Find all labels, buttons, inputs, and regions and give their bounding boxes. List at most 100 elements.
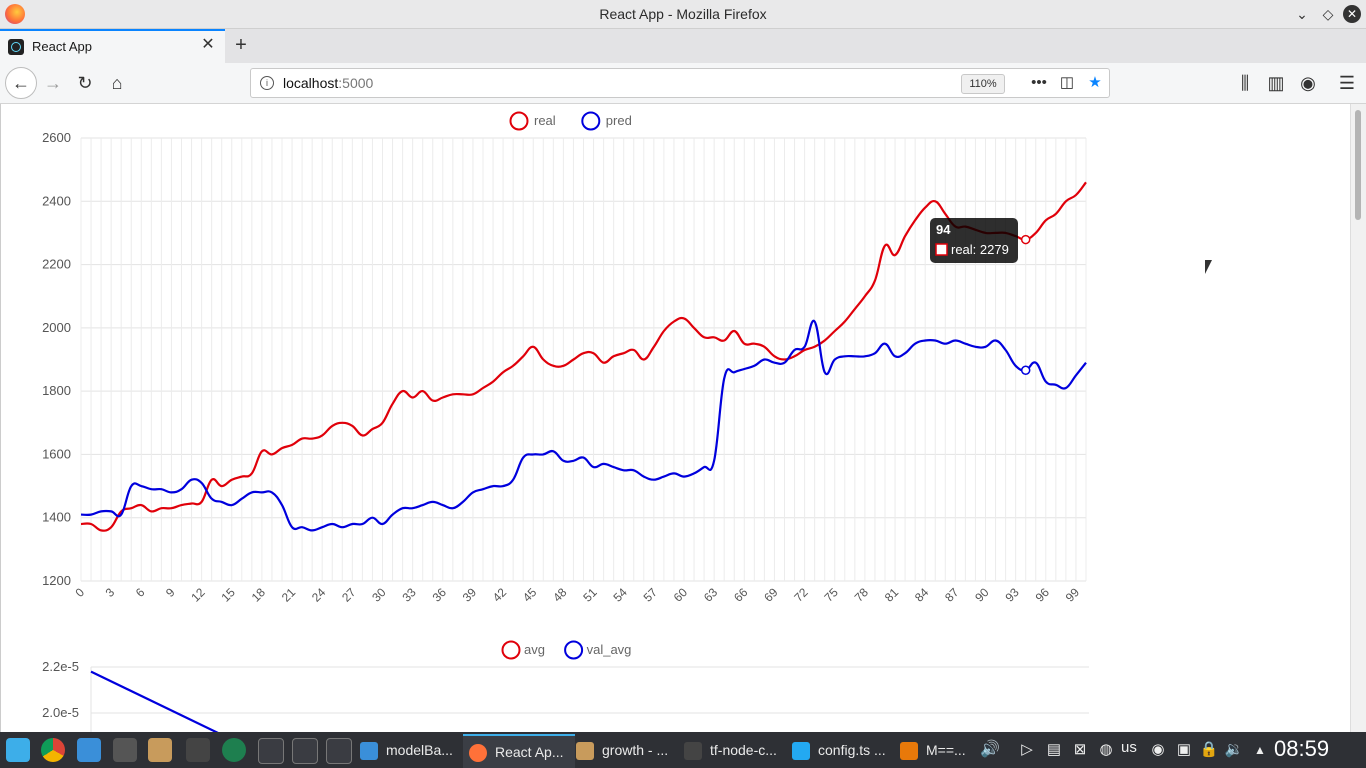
forward-icon[interactable]: → xyxy=(44,73,62,93)
document-icon-2[interactable] xyxy=(292,738,318,764)
x-tick-label: 90 xyxy=(972,585,992,605)
tab-label: React App xyxy=(32,39,92,54)
calculator-icon[interactable] xyxy=(113,738,137,762)
x-tick-label: 33 xyxy=(399,585,419,605)
x-tick-label: 0 xyxy=(72,585,87,600)
x-tick-label: 66 xyxy=(731,585,751,605)
speaker-icon[interactable]: 🔉 xyxy=(1224,741,1244,758)
task-react-app[interactable]: React Ap... xyxy=(463,734,575,768)
x-tick-label: 3 xyxy=(103,585,118,600)
y-tick-label: 1800 xyxy=(42,383,71,398)
url-bar[interactable]: i localhost:5000 110% ••• ◫ ★ xyxy=(250,68,1110,98)
menu-icon[interactable]: ☰ xyxy=(1338,73,1356,93)
bookmark-star-icon[interactable]: ★ xyxy=(1088,74,1102,91)
display-icon[interactable]: ▣ xyxy=(1176,741,1192,758)
series-line-pred xyxy=(80,319,1087,532)
task-tf-node[interactable]: tf-node-c... xyxy=(684,734,777,766)
info-icon[interactable]: i xyxy=(260,76,274,90)
x-tick-label: 21 xyxy=(279,585,299,605)
vlc-icon xyxy=(900,742,918,761)
series-line-real xyxy=(80,181,1087,532)
home-icon[interactable]: ⌂ xyxy=(111,73,123,93)
x-tick-label: 72 xyxy=(791,585,811,605)
x-tick-label: 84 xyxy=(912,585,932,605)
app-launcher-icon[interactable] xyxy=(6,738,30,762)
y-tick-label: 1200 xyxy=(42,573,71,588)
y-tick-label: 1600 xyxy=(42,446,71,461)
new-tab-button[interactable]: + xyxy=(235,34,247,56)
x-tick-label: 42 xyxy=(490,585,510,605)
navigation-bar: ← → ↻ ⌂ i localhost:5000 110% ••• ◫ ★ ⫼ … xyxy=(0,63,1366,104)
x-tick-label: 99 xyxy=(1063,585,1083,605)
library-icon[interactable]: ⫼ xyxy=(1240,73,1250,93)
minimize-icon[interactable]: ⌄ xyxy=(1296,6,1308,22)
mouse-cursor xyxy=(1205,260,1212,274)
tooltip-title: 94 xyxy=(936,222,951,237)
firefox-icon xyxy=(5,4,25,24)
task-modelba[interactable]: modelBa... xyxy=(360,734,453,766)
book-task-icon xyxy=(576,742,594,761)
react-icon xyxy=(8,39,24,55)
chrome-icon[interactable] xyxy=(41,738,65,762)
reload-icon[interactable]: ↻ xyxy=(77,73,93,93)
x-tick-label: 54 xyxy=(610,585,630,605)
clipboard-icon[interactable]: ▤ xyxy=(1046,741,1062,758)
y-tick-label: 2.2e-5 xyxy=(42,659,79,674)
x-tick-label: 63 xyxy=(701,585,721,605)
page-scrollbar[interactable] xyxy=(1350,104,1366,732)
scrollbar-thumb[interactable] xyxy=(1355,110,1361,220)
terminal-icon[interactable] xyxy=(186,738,210,762)
updates-icon[interactable]: ◉ xyxy=(1151,741,1165,758)
network-icon[interactable]: ◍ xyxy=(1099,741,1113,758)
tab-bar: React App ✕ xyxy=(0,29,1366,63)
window-titlebar: React App - Mozilla Firefox ⌄ ◇ ✕ xyxy=(0,0,1366,29)
restore-icon[interactable]: ◇ xyxy=(1322,6,1334,22)
task-config[interactable]: config.ts ... xyxy=(792,734,886,766)
pocket-icon[interactable]: ◫ xyxy=(1059,74,1075,91)
x-tick-label: 24 xyxy=(309,585,329,605)
x-tick-label: 57 xyxy=(641,585,661,605)
task-growth[interactable]: growth - ... xyxy=(576,734,668,766)
tab-react-app[interactable]: React App ✕ xyxy=(0,29,225,63)
x-tick-label: 60 xyxy=(671,585,691,605)
x-tick-label: 27 xyxy=(339,585,359,605)
book-icon[interactable] xyxy=(148,738,172,762)
more-icon[interactable]: ••• xyxy=(1031,74,1047,91)
y-tick-label: 2000 xyxy=(42,320,71,335)
volume-icon[interactable]: 🔊 xyxy=(980,741,1000,758)
x-tick-label: 30 xyxy=(369,585,389,605)
keyboard-layout[interactable]: us xyxy=(1121,739,1137,756)
taskbar: modelBa... React Ap... growth - ... tf-n… xyxy=(0,732,1366,768)
sidebar-icon[interactable]: ▥ xyxy=(1267,73,1285,93)
x-tick-label: 39 xyxy=(460,585,480,605)
tab-close-icon[interactable]: ✕ xyxy=(201,36,215,53)
legend-marker xyxy=(509,111,529,131)
lock-icon[interactable]: 🔒 xyxy=(1199,741,1219,758)
zoom-level[interactable]: 110% xyxy=(961,74,1005,94)
hover-point-real xyxy=(1020,234,1031,245)
account-icon[interactable]: ◉ xyxy=(1300,73,1316,93)
media-icon[interactable]: ▷ xyxy=(1021,741,1033,758)
legend-marker xyxy=(501,640,521,660)
close-icon[interactable]: ✕ xyxy=(1343,5,1361,23)
screenshot-icon[interactable]: ⊠ xyxy=(1073,741,1087,758)
clock[interactable]: 08:59 xyxy=(1274,736,1330,761)
vscode-icon xyxy=(792,742,810,761)
x-tick-label: 6 xyxy=(133,585,148,600)
page-content: 2600 2400 2200 2000 1800 1600 1400 1200 0 3 6 9 12 15… xyxy=(0,104,1350,742)
task-m[interactable]: M==... xyxy=(900,734,966,766)
x-tick-label: 36 xyxy=(430,585,450,605)
y-tick-label: 2.0e-5 xyxy=(42,705,79,720)
app-icon[interactable] xyxy=(222,738,246,762)
firefox-task-icon xyxy=(469,744,487,763)
terminal-task-icon xyxy=(684,742,702,761)
document-icon[interactable] xyxy=(258,738,284,764)
tooltip-swatch xyxy=(935,243,948,256)
expand-tray-icon[interactable]: ▲ xyxy=(1254,743,1266,757)
files-icon[interactable] xyxy=(77,738,101,762)
back-icon[interactable]: ← xyxy=(5,67,37,99)
document-icon-3[interactable] xyxy=(326,738,352,764)
x-tick-label: 75 xyxy=(822,585,842,605)
x-tick-label: 48 xyxy=(550,585,570,605)
